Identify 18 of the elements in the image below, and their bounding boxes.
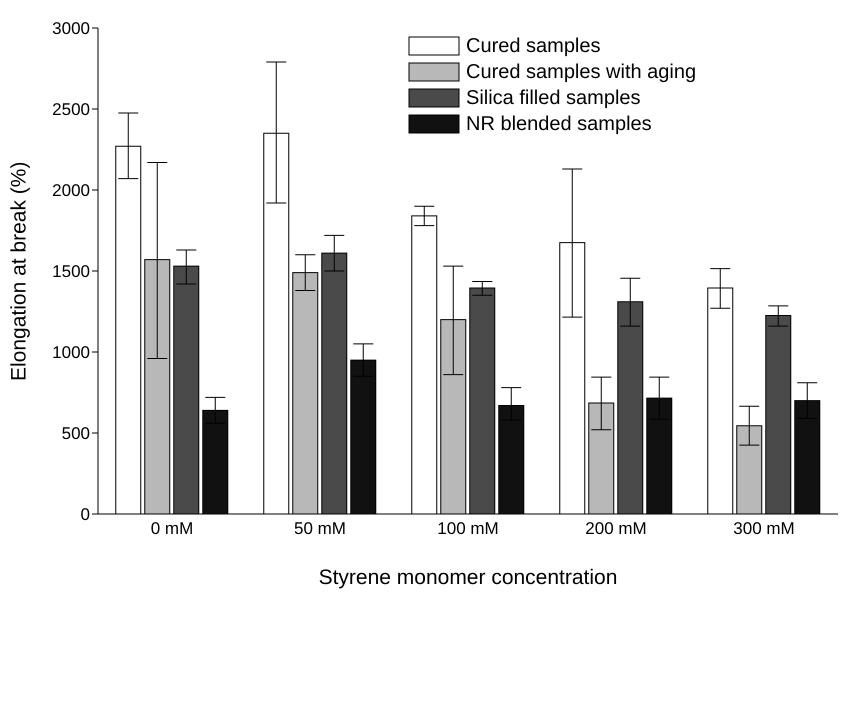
- legend-label: Silica filled samples: [466, 86, 641, 110]
- y-axis-title: Elongation at break (%): [7, 162, 30, 381]
- legend-label: Cured samples: [466, 34, 601, 58]
- x-tick-label: 200 mM: [585, 519, 647, 538]
- x-tick-label: 100 mM: [437, 519, 499, 538]
- y-tick-label: 2500: [52, 100, 90, 120]
- y-tick-label: 500: [62, 424, 90, 444]
- legend-label: NR blended samples: [466, 112, 652, 136]
- legend-label: Cured samples with aging: [466, 60, 696, 84]
- y-tick-label: 0: [80, 505, 90, 524]
- y-tick-label: 2000: [52, 181, 90, 200]
- x-tick-label: 300 mM: [733, 519, 795, 538]
- x-tick-label: 0 mM: [150, 519, 194, 538]
- x-axis-title: Styrene monomer concentration: [318, 566, 618, 589]
- y-tick-label: 1500: [52, 262, 90, 282]
- y-tick-label: 1000: [52, 343, 90, 362]
- x-tick-label: 50 mM: [294, 519, 346, 538]
- y-tick-label: 3000: [52, 19, 90, 38]
